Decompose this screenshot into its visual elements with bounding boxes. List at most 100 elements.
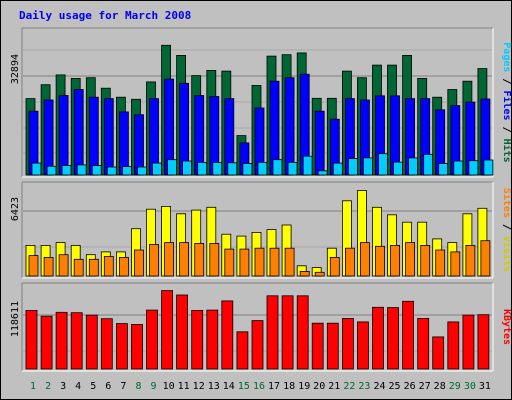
bar-files-day-3: [58, 95, 69, 176]
x-tick-label-day-25: 25: [388, 381, 400, 392]
bar-kbytes-day-24: [372, 306, 384, 370]
x-tick-label-day-17: 17: [268, 381, 280, 392]
bar-sites-day-19: [299, 270, 310, 277]
bar-sites-day-15: [239, 248, 250, 277]
bar-kbytes-day-17: [266, 295, 279, 370]
bar-kbytes-day-18: [281, 295, 294, 370]
bar-sites-day-14: [224, 248, 235, 277]
bar-kbytes-day-20: [311, 322, 324, 370]
bar-sites-day-9: [149, 244, 159, 277]
bar-sites-day-10: [164, 242, 175, 277]
bar-kbytes-day-28: [432, 336, 445, 370]
legend-separator: /: [501, 121, 511, 139]
bar-sites-day-24: [375, 245, 385, 277]
bar-kbytes-day-27: [417, 317, 430, 370]
x-tick-label-day-10: 10: [163, 381, 175, 392]
bar-pages-day-3: [61, 165, 72, 176]
bar-kbytes-day-22: [341, 317, 354, 370]
bar-sites-day-20: [314, 271, 325, 277]
bar-sites-day-7: [119, 256, 129, 277]
bar-kbytes-day-11: [176, 294, 189, 370]
bar-kbytes-day-9: [146, 309, 158, 370]
bar-files-day-4: [73, 89, 84, 176]
bar-kbytes-day-30: [462, 314, 475, 370]
bar-kbytes-day-16: [251, 320, 264, 370]
bar-files-day-6: [103, 98, 114, 176]
x-tick-label-day-24: 24: [373, 381, 385, 392]
bar-pages-day-19: [302, 155, 313, 176]
bar-sites-day-31: [480, 240, 491, 277]
x-tick-label-day-2: 2: [45, 381, 51, 392]
bar-kbytes-day-12: [191, 309, 204, 370]
bar-pages-day-26: [408, 157, 419, 176]
legend-entry-sites: Sites: [501, 188, 511, 218]
bar-pages-day-13: [212, 161, 223, 176]
bar-pages-day-6: [106, 166, 117, 176]
bar-pages-day-29: [453, 160, 464, 176]
chart-title: Daily usage for March 2008: [19, 9, 192, 22]
x-tick-label-day-8: 8: [135, 381, 141, 392]
bar-pages-day-17: [272, 159, 283, 176]
bar-sites-day-5: [88, 258, 99, 277]
x-tick-label-day-14: 14: [223, 381, 235, 392]
bar-pages-day-23: [362, 157, 373, 176]
bar-sites-day-4: [73, 258, 84, 277]
bar-kbytes-day-6: [100, 318, 113, 370]
legend-entry-kbytes: KBytes: [501, 309, 511, 345]
legend-entry-pages: Pages: [501, 42, 511, 72]
bar-pages-day-16: [257, 161, 268, 176]
bar-sites-day-18: [284, 247, 295, 277]
bar-files-day-2: [43, 99, 54, 176]
bar-kbytes-day-13: [206, 309, 219, 370]
bar-sites-day-21: [329, 256, 340, 277]
bar-sites-day-8: [134, 249, 144, 277]
x-tick-label-day-21: 21: [328, 381, 340, 392]
bar-kbytes-day-15: [236, 331, 249, 370]
bar-sites-day-22: [344, 247, 355, 277]
bar-files-day-20: [314, 110, 325, 176]
bar-pages-day-11: [182, 160, 193, 176]
x-tick-label-day-28: 28: [434, 381, 446, 392]
bar-files-day-18: [284, 77, 295, 176]
bar-pages-day-25: [393, 161, 403, 176]
x-tick-label-day-18: 18: [283, 381, 295, 392]
bar-sites-day-17: [269, 247, 280, 277]
legend-entry-files: Files: [501, 90, 511, 120]
bar-pages-day-5: [91, 165, 102, 176]
bar-sites-day-12: [194, 243, 205, 277]
bar-sites-day-29: [450, 251, 461, 277]
bar-pages-day-30: [468, 160, 479, 176]
bar-sites-day-26: [405, 242, 416, 277]
bar-pages-day-4: [76, 164, 87, 176]
legend-entry-visits: Visits: [501, 236, 511, 272]
x-tick-label-day-29: 29: [449, 381, 461, 392]
x-tick-label-day-30: 30: [464, 381, 476, 392]
bar-sites-day-13: [209, 243, 220, 277]
bar-pages-day-8: [137, 166, 147, 176]
bar-kbytes-day-8: [131, 323, 143, 370]
y-tick-label: 6423: [10, 197, 21, 221]
bar-files-day-8: [134, 114, 144, 176]
bar-pages-day-2: [46, 165, 57, 176]
bar-sites-day-27: [420, 244, 431, 277]
bar-pages-day-1: [31, 162, 42, 176]
x-tick-label-day-22: 22: [343, 381, 355, 392]
bar-sites-day-1: [28, 255, 39, 277]
bar-kbytes-day-26: [402, 300, 415, 370]
bar-kbytes-day-21: [326, 322, 339, 370]
x-tick-label-day-9: 9: [150, 381, 156, 392]
x-tick-label-day-20: 20: [313, 381, 325, 392]
legend-entry-hits: Hits: [501, 139, 511, 163]
bar-sites-day-23: [359, 242, 370, 277]
bar-pages-day-20: [317, 170, 328, 176]
bar-pages-day-10: [167, 159, 178, 176]
bar-kbytes-day-10: [161, 290, 174, 370]
bar-kbytes-day-19: [296, 295, 309, 370]
bar-kbytes-day-31: [477, 314, 490, 370]
bar-pages-day-9: [152, 162, 162, 176]
x-tick-label-day-13: 13: [208, 381, 220, 392]
x-tick-label-day-7: 7: [120, 381, 126, 392]
bar-kbytes-day-4: [70, 312, 83, 370]
x-tick-label-day-3: 3: [60, 381, 66, 392]
